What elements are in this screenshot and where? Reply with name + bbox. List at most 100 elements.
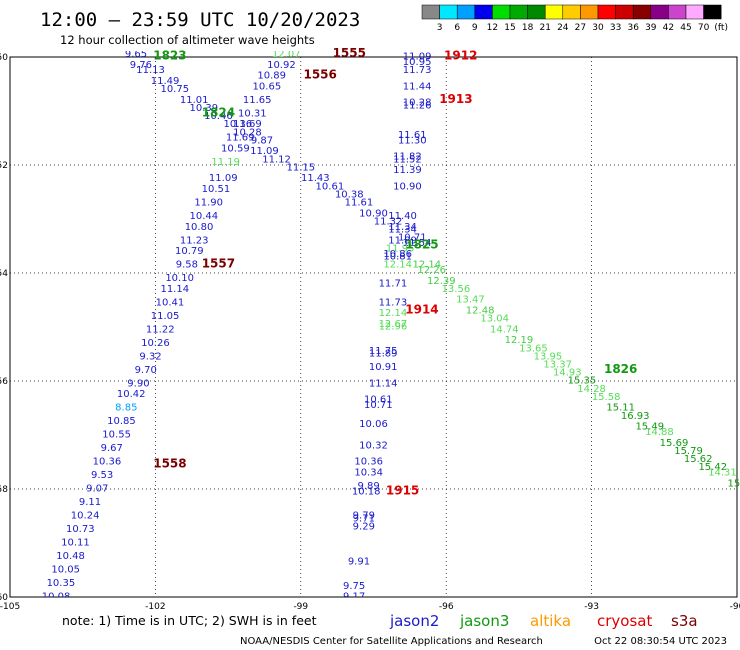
wave-height-point: 11.30 — [398, 135, 427, 146]
wave-height-point: 10.10 — [165, 273, 194, 284]
x-tick-label: -90 — [730, 602, 740, 612]
wave-height-point: 9.76 — [130, 60, 152, 71]
wave-height-point: 11.89 — [369, 349, 398, 360]
mission-s3a: s3a — [671, 612, 698, 630]
wave-height-point: 12.14 — [379, 308, 408, 319]
wave-height-point: 13.37 — [543, 360, 572, 371]
x-tick-label: -102 — [145, 602, 165, 612]
wave-height-point: 11.95 — [386, 243, 415, 254]
colorbar-label: 24 — [557, 23, 569, 33]
wave-height-point: 11.09 — [250, 146, 279, 157]
pass-label: 1824 — [202, 105, 235, 119]
wave-height-point: 11.14 — [369, 378, 398, 389]
x-tick-label: -99 — [293, 602, 308, 612]
wave-height-point: 11.13 — [136, 65, 165, 76]
pass-labels: 1823 1555 1556 1912 1913 1824 1825 1557 1914 1826… — [153, 46, 637, 497]
wave-height-point: 11.05 — [151, 311, 180, 322]
mission-jason3: jason3 — [459, 612, 509, 630]
wave-height-point: 13.65 — [519, 343, 548, 354]
wave-height-point: 11.69 — [233, 119, 262, 130]
wave-height-point: 11.44 — [403, 81, 432, 92]
colorbar-swatch — [439, 4, 458, 20]
wave-height-point: 10.90 — [393, 181, 422, 192]
wave-height-point: 15.93 — [728, 478, 740, 489]
data-points: 9.659.7611.1311.4910.7511.0110.3910.4610… — [42, 49, 740, 635]
colorbar-swatch — [703, 4, 722, 20]
pass-label: 1915 — [386, 483, 419, 497]
wave-height-point: 10.28 — [233, 127, 262, 138]
wave-height-point: 9.89 — [358, 481, 380, 492]
wave-height-point: 10.89 — [257, 71, 286, 82]
pass-label: 1914 — [405, 303, 438, 317]
colorbar-swatch — [580, 4, 599, 20]
wave-height-point: 12.19 — [505, 335, 534, 346]
colorbar-label: 39 — [645, 23, 657, 33]
wave-height-point: 10.36 — [93, 457, 122, 468]
wave-height-point: 15.62 — [684, 454, 713, 465]
pass-label: 1913 — [439, 92, 472, 106]
wave-height-point: 8.39 — [338, 624, 360, 635]
colorbar-label: 12 — [487, 23, 498, 33]
wave-height-point: 9.65 — [125, 49, 147, 60]
wave-height-point: 9.71 — [353, 513, 375, 524]
colorbar-swatch — [474, 4, 493, 20]
wave-height-point: 10.91 — [369, 362, 398, 373]
wave-height-point: 10.38 — [335, 189, 364, 200]
wave-height-point: 10.61 — [364, 395, 393, 406]
wave-height-point: 9.35 — [343, 611, 365, 622]
wave-height-point: 9.17 — [343, 592, 365, 603]
wave-height-point: 10.65 — [253, 81, 282, 92]
wave-height-point: 9.53 — [91, 470, 113, 481]
wave-height-point: 10.71 — [364, 400, 393, 411]
wave-height-point: 12.14 — [383, 260, 412, 271]
colorbar-swatch — [421, 4, 440, 20]
wave-height-point: 13.56 — [442, 284, 471, 295]
wave-height-point: 11.61 — [398, 130, 427, 141]
wave-height-point: 10.51 — [202, 184, 231, 195]
colorbar-label: 42 — [663, 23, 674, 33]
wave-height-point: 10.85 — [107, 416, 136, 427]
wave-height-point: 12.96 — [379, 322, 408, 333]
colorbar-label: 70 — [698, 23, 710, 33]
wave-height-point: 12.26 — [417, 265, 446, 276]
wave-height-point: 11.26 — [403, 100, 432, 111]
y-tick-label: -50 — [0, 53, 8, 63]
wave-height-point: 9.87 — [251, 135, 273, 146]
colorbar-label: 9 — [472, 23, 478, 33]
pass-label: 1556 — [303, 68, 336, 82]
x-tick-label: -105 — [0, 602, 20, 612]
wave-height-point: 11.09 — [209, 173, 238, 184]
wave-height-point: 10.48 — [56, 551, 85, 562]
pass-label: 1555 — [333, 46, 366, 60]
wave-height-point: 9.79 — [353, 511, 375, 522]
colorbar-label: 6 — [454, 23, 460, 33]
colorbar-label: 18 — [522, 23, 534, 33]
wave-height-point: 10.11 — [61, 538, 90, 549]
wave-height-point: 10.80 — [185, 222, 214, 233]
colorbar-legend: 3 6 9 12 15 18 21 24 27 30 33 36 39 42 45 70 (ft) — [421, 4, 728, 33]
wave-height-point: 10.18 — [352, 486, 381, 497]
wave-height-point: 9.29 — [353, 522, 375, 533]
colorbar-swatch — [562, 4, 581, 20]
wave-height-point: 15.42 — [698, 462, 727, 473]
wave-height-point: 12.14 — [412, 260, 441, 271]
pass-label: 1558 — [153, 456, 186, 470]
colorbar-label: 3 — [437, 23, 443, 33]
mission-jason2: jason2 — [389, 612, 439, 630]
wave-height-point: 12.07 — [272, 49, 301, 60]
wave-height-point: 10.79 — [175, 246, 204, 257]
footer-timestamp: Oct 22 08:30:54 UTC 2023 — [594, 636, 727, 647]
wave-height-point: 9.07 — [86, 484, 108, 495]
wave-height-point: 10.61 — [316, 181, 345, 192]
wave-height-point: 13.04 — [480, 314, 509, 325]
wave-height-point: 10.59 — [221, 144, 250, 155]
wave-height-point: 8.85 — [115, 403, 137, 414]
wave-height-point: 14.74 — [490, 324, 519, 335]
wave-height-point: 10.71 — [398, 233, 427, 244]
wave-height-point: 10.26 — [141, 338, 170, 349]
wave-height-point: 10.35 — [47, 578, 76, 589]
wave-height-point: 12.67 — [379, 319, 408, 330]
wave-height-point: 14.88 — [645, 427, 674, 438]
wave-height-point: 15.79 — [674, 446, 703, 457]
